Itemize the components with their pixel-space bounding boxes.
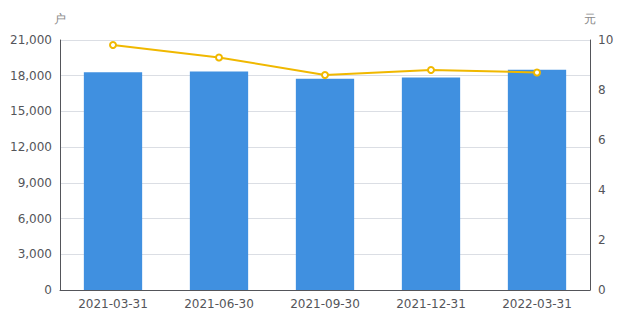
svg-text:8: 8 [598, 83, 606, 97]
svg-text:15,000: 15,000 [10, 104, 52, 118]
svg-text:9,000: 9,000 [18, 176, 52, 190]
svg-text:4: 4 [598, 183, 606, 197]
svg-text:2022-03-31: 2022-03-31 [502, 297, 572, 311]
svg-text:元: 元 [584, 12, 596, 26]
svg-text:2: 2 [598, 233, 606, 247]
svg-text:户: 户 [54, 12, 66, 26]
svg-text:12,000: 12,000 [10, 140, 52, 154]
svg-text:2021-03-31: 2021-03-31 [78, 297, 148, 311]
svg-text:6,000: 6,000 [18, 212, 52, 226]
svg-text:2021-06-30: 2021-06-30 [184, 297, 254, 311]
svg-text:2021-12-31: 2021-12-31 [396, 297, 466, 311]
svg-text:0: 0 [598, 283, 606, 297]
svg-text:18,000: 18,000 [10, 69, 52, 83]
svg-text:0: 0 [44, 283, 52, 297]
svg-text:6: 6 [598, 133, 606, 147]
svg-text:3,000: 3,000 [18, 247, 52, 261]
svg-text:10: 10 [598, 33, 613, 47]
svg-text:21,000: 21,000 [10, 33, 52, 47]
svg-text:2021-09-30: 2021-09-30 [290, 297, 360, 311]
